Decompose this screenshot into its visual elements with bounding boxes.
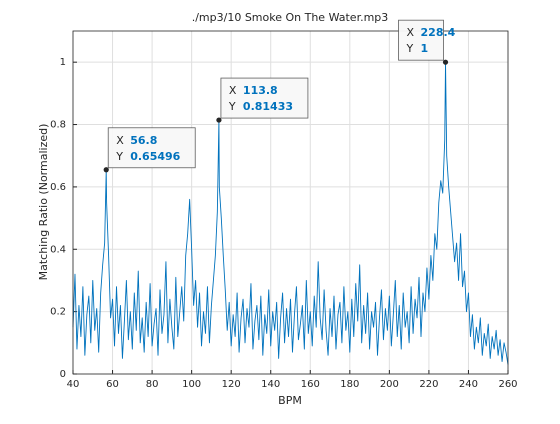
datatip-box bbox=[398, 19, 444, 61]
x-tick-label: 100 bbox=[182, 379, 201, 390]
y-tick-label: 0.4 bbox=[50, 244, 66, 255]
datatip-x-value: 56.8 bbox=[130, 134, 157, 147]
datatip-marker bbox=[442, 59, 449, 65]
x-tick-label: 200 bbox=[380, 379, 399, 390]
y-tick-label: 0 bbox=[60, 369, 66, 380]
datatip: X 113.8 Y 0.81433 bbox=[216, 77, 309, 123]
datatip-y-label: Y bbox=[406, 42, 414, 55]
datatip-box bbox=[220, 77, 309, 119]
x-tick-label: 260 bbox=[498, 379, 517, 390]
x-tick-label: 60 bbox=[106, 379, 119, 390]
datatip: X 228.4 Y 1 bbox=[398, 19, 456, 65]
datatip-x-label: X bbox=[116, 134, 124, 147]
datatip-x-value: 228.4 bbox=[421, 26, 456, 39]
x-tick-label: 80 bbox=[146, 379, 159, 390]
axes-box bbox=[72, 30, 509, 375]
datatip-marker bbox=[216, 117, 222, 123]
x-tick-label: 120 bbox=[222, 379, 241, 390]
x-tick-label: 140 bbox=[261, 379, 280, 390]
datatip-x-value: 113.8 bbox=[243, 84, 278, 97]
datatip-x-label: X bbox=[407, 26, 415, 39]
y-tick-label: 0.8 bbox=[50, 120, 66, 131]
y-tick-label: 0.2 bbox=[50, 307, 66, 318]
chart-title: ./mp3/10 Smoke On The Water.mp3 bbox=[192, 11, 389, 24]
datatip-y-label: Y bbox=[228, 100, 236, 113]
x-tick-label: 240 bbox=[459, 379, 478, 390]
y-tick-label: 1 bbox=[60, 57, 66, 68]
datatip-marker bbox=[103, 167, 109, 173]
datatip-y-value: 1 bbox=[421, 42, 429, 55]
y-tick-label: 0.6 bbox=[50, 182, 66, 193]
x-tick-label: 160 bbox=[301, 379, 320, 390]
y-axis-label: Matching Ratio (Normalized) bbox=[37, 124, 50, 281]
datatip-box bbox=[107, 127, 196, 169]
datatip: X 56.8 Y 0.65496 bbox=[103, 127, 196, 173]
datatip-y-value: 0.81433 bbox=[243, 100, 293, 113]
datatip-x-label: X bbox=[229, 84, 237, 97]
x-axis-label: BPM bbox=[278, 394, 302, 407]
data-line bbox=[72, 61, 509, 365]
x-tick-label: 220 bbox=[419, 379, 438, 390]
x-tick-label: 180 bbox=[340, 379, 359, 390]
x-tick-label: 40 bbox=[67, 379, 80, 390]
datatip-y-value: 0.65496 bbox=[130, 150, 180, 163]
datatip-y-label: Y bbox=[115, 150, 123, 163]
